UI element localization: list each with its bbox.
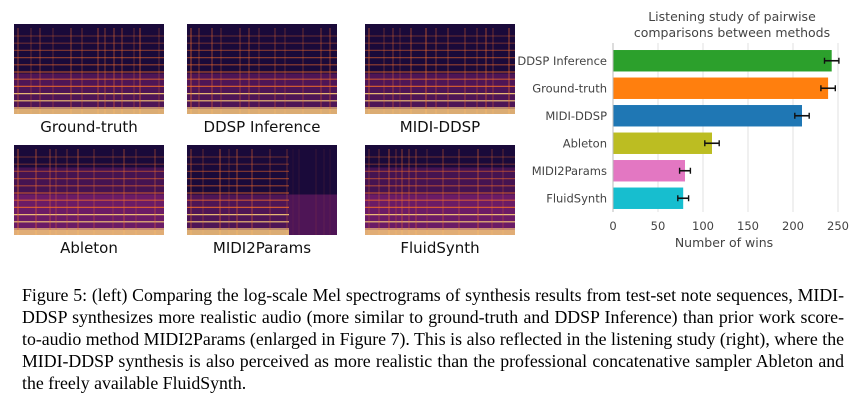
category-label: DDSP Inference xyxy=(517,54,607,68)
spectrogram-image xyxy=(365,145,515,235)
spectrogram-label: Ground-truth xyxy=(40,118,138,136)
bar xyxy=(613,50,832,72)
bar xyxy=(613,187,684,209)
category-label: MIDI2Params xyxy=(532,164,607,178)
spectrogram-grid: Ground-truth DDSP Inference MIDI-DDSP Ab… xyxy=(0,0,520,265)
x-tick-label: 50 xyxy=(651,219,666,233)
x-tick-label: 0 xyxy=(609,219,616,233)
bar xyxy=(613,77,829,99)
category-label: Ground-truth xyxy=(532,81,607,95)
listening-study-chart: Listening study of pairwise comparisons b… xyxy=(515,0,864,265)
bar xyxy=(613,160,685,182)
spectrogram-ground-truth: Ground-truth xyxy=(14,24,164,136)
x-tick-label: 250 xyxy=(827,219,849,233)
chart-title-line: Listening study of pairwise xyxy=(648,9,816,24)
bar xyxy=(613,132,712,154)
category-label: FluidSynth xyxy=(546,191,607,205)
spectrogram-label: FluidSynth xyxy=(400,239,480,257)
spectrogram-ableton: Ableton xyxy=(14,145,164,257)
spectrogram-image xyxy=(365,24,515,114)
x-tick-label: 200 xyxy=(782,219,804,233)
x-tick-label: 100 xyxy=(692,219,714,233)
category-label: MIDI-DDSP xyxy=(545,109,607,123)
spectrogram-image xyxy=(187,24,337,114)
spectrogram-image xyxy=(187,145,337,235)
spectrogram-midi2params: MIDI2Params xyxy=(187,145,337,257)
spectrogram-fluidsynth: FluidSynth xyxy=(365,145,515,257)
figure-caption: Figure 5: (left) Comparing the log-scale… xyxy=(22,285,844,393)
spectrogram-label: DDSP Inference xyxy=(203,118,321,136)
spectrogram-label: MIDI-DDSP xyxy=(399,118,481,136)
spectrogram-image xyxy=(14,24,164,114)
spectrogram-label: MIDI2Params xyxy=(212,239,312,257)
chart-title-line: comparisons between methods xyxy=(634,25,830,40)
bar xyxy=(613,105,802,127)
x-axis-label: Number of wins xyxy=(675,235,773,250)
category-label: Ableton xyxy=(563,136,607,150)
spectrogram-ddsp-inference: DDSP Inference xyxy=(187,24,337,136)
spectrogram-image xyxy=(14,145,164,235)
x-tick-label: 150 xyxy=(737,219,759,233)
spectrogram-midi-ddsp: MIDI-DDSP xyxy=(365,24,515,136)
spectrogram-label: Ableton xyxy=(60,239,118,257)
